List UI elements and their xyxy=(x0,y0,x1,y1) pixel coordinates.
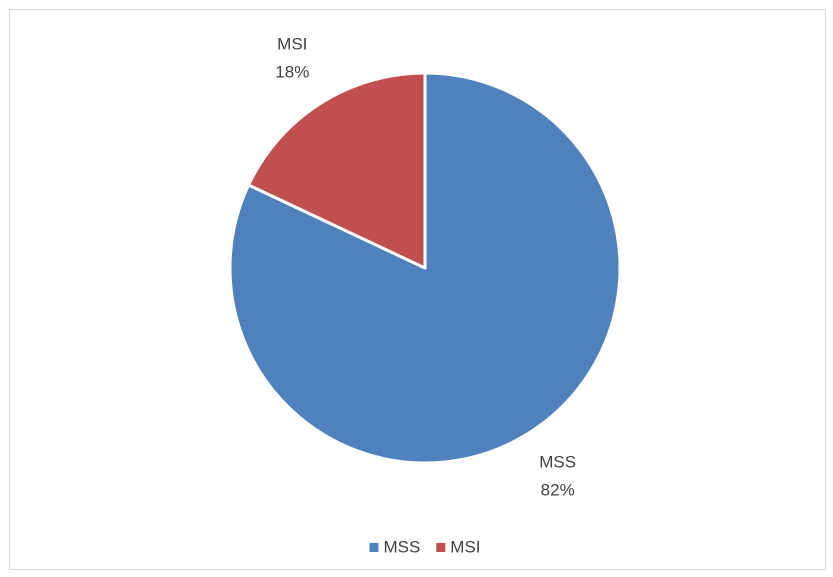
data-label-name: MSI xyxy=(277,34,307,53)
data-label-name: MSS xyxy=(539,453,576,472)
legend-swatch xyxy=(369,543,379,552)
data-label-value: 18% xyxy=(275,62,309,81)
data-label-value: 82% xyxy=(541,481,575,500)
legend-label: MSS xyxy=(383,537,420,556)
legend-swatch xyxy=(436,543,446,552)
legend-label: MSI xyxy=(450,537,480,556)
legend: MSS MSI xyxy=(369,537,481,556)
pie-slice xyxy=(247,71,427,270)
